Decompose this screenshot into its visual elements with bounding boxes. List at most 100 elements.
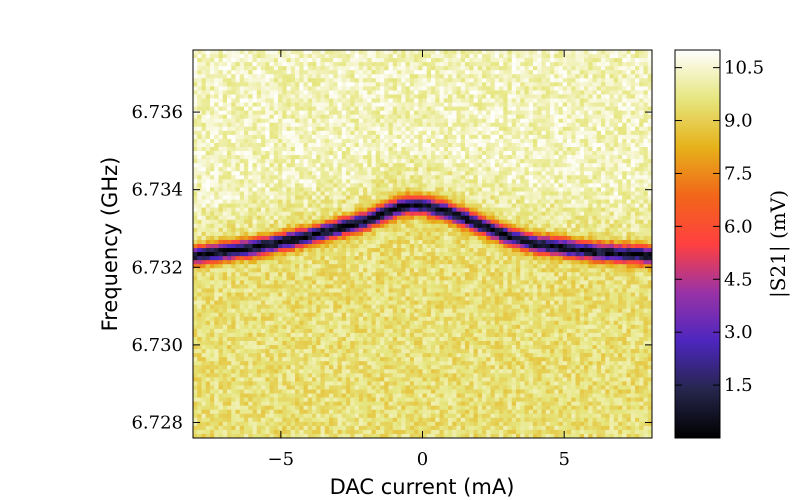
heatmap-cell xyxy=(494,207,500,213)
heatmap-cell xyxy=(533,90,538,96)
heatmap-cell xyxy=(375,219,381,225)
heatmap-cell xyxy=(647,86,652,92)
heatmap-cell xyxy=(218,74,224,79)
heatmap-cell xyxy=(244,151,249,156)
heatmap-cell xyxy=(639,207,645,213)
heatmap-cell xyxy=(456,118,462,124)
heatmap-cell xyxy=(248,215,254,221)
heatmap-cell xyxy=(201,159,207,164)
heatmap-cell xyxy=(214,58,220,63)
heatmap-cell xyxy=(592,187,598,193)
heatmap-cell xyxy=(392,82,398,87)
heatmap-cell xyxy=(244,94,249,100)
heatmap-cell xyxy=(605,191,611,197)
heatmap-cell xyxy=(350,203,356,209)
heatmap-cell xyxy=(601,203,606,209)
heatmap-cell xyxy=(499,207,504,213)
heatmap-cell xyxy=(401,163,407,168)
heatmap-cell xyxy=(397,183,402,189)
heatmap-cell xyxy=(414,74,419,79)
heatmap-cell xyxy=(469,118,475,124)
heatmap-cell xyxy=(592,223,598,229)
heatmap-cell xyxy=(575,167,581,172)
heatmap-cell xyxy=(269,134,275,140)
heatmap-cell xyxy=(605,195,611,201)
heatmap-cell xyxy=(550,183,555,189)
heatmap-cell xyxy=(575,171,581,176)
heatmap-cell xyxy=(435,106,441,112)
heatmap-cell xyxy=(584,191,589,197)
heatmap-cell xyxy=(486,62,492,67)
heatmap-cell xyxy=(375,215,381,221)
heatmap-cell xyxy=(605,126,611,132)
heatmap-cell xyxy=(341,126,347,132)
heatmap-cell xyxy=(380,90,385,96)
heatmap-cell xyxy=(367,114,373,120)
heatmap-cell xyxy=(316,163,322,168)
heatmap-cell xyxy=(329,219,334,225)
heatmap-cell xyxy=(435,90,441,96)
heatmap-cell xyxy=(286,78,292,83)
heatmap-cell xyxy=(303,58,309,63)
heatmap-cell xyxy=(358,175,364,180)
heatmap-cell xyxy=(380,211,385,217)
heatmap-cell xyxy=(303,195,309,201)
heatmap-cell xyxy=(443,219,449,225)
heatmap-cell xyxy=(550,78,555,83)
heatmap-cell xyxy=(231,138,237,144)
heatmap-cell xyxy=(639,195,645,201)
heatmap-cell xyxy=(210,106,215,112)
heatmap-cell xyxy=(227,62,232,67)
heatmap-cell xyxy=(375,231,381,237)
heatmap-cell xyxy=(392,54,398,59)
heatmap-cell xyxy=(222,126,228,132)
heatmap-cell xyxy=(588,147,594,152)
heatmap-cell xyxy=(205,142,211,148)
heatmap-cell xyxy=(333,54,339,59)
heatmap-cell xyxy=(545,118,551,124)
heatmap-cell xyxy=(193,130,198,136)
heatmap-cell xyxy=(337,142,343,148)
heatmap-cell xyxy=(201,138,207,144)
heatmap-cell xyxy=(465,171,470,176)
heatmap-cell xyxy=(278,223,283,229)
heatmap-cell xyxy=(316,231,322,237)
heatmap-cell xyxy=(418,110,424,116)
heatmap-cell xyxy=(295,147,300,152)
heatmap-cell xyxy=(601,90,606,96)
heatmap-cell xyxy=(426,179,432,184)
heatmap-cell xyxy=(516,90,521,96)
heatmap-cell xyxy=(363,223,368,229)
heatmap-cell xyxy=(571,94,577,100)
heatmap-cell xyxy=(469,102,475,108)
heatmap-cell xyxy=(401,118,407,124)
heatmap-cell xyxy=(524,207,530,213)
heatmap-cell xyxy=(269,151,275,156)
heatmap-cell xyxy=(499,227,504,233)
heatmap-cell xyxy=(465,191,470,197)
heatmap-cell xyxy=(265,187,271,193)
heatmap-cell xyxy=(550,223,555,229)
heatmap-cell xyxy=(405,98,411,104)
heatmap-cell xyxy=(239,231,245,237)
heatmap-cell xyxy=(197,147,203,152)
heatmap-cell xyxy=(520,138,526,144)
heatmap-cell xyxy=(541,62,547,67)
heatmap-cell xyxy=(520,171,526,176)
heatmap-cell xyxy=(452,58,458,63)
heatmap-cell xyxy=(601,231,606,237)
heatmap-cell xyxy=(350,58,356,63)
heatmap-cell xyxy=(354,195,360,201)
heatmap-cell xyxy=(307,54,313,59)
heatmap-cell xyxy=(643,114,649,120)
heatmap-cell xyxy=(320,94,326,100)
heatmap-cell xyxy=(227,147,232,152)
heatmap-cell xyxy=(397,50,402,55)
heatmap-cell xyxy=(409,130,415,136)
heatmap-cell xyxy=(231,219,237,225)
heatmap-cell xyxy=(350,171,356,176)
heatmap-cell xyxy=(214,82,220,87)
heatmap-cell xyxy=(443,227,449,233)
heatmap-cell xyxy=(307,66,313,71)
heatmap-cell xyxy=(295,231,300,237)
